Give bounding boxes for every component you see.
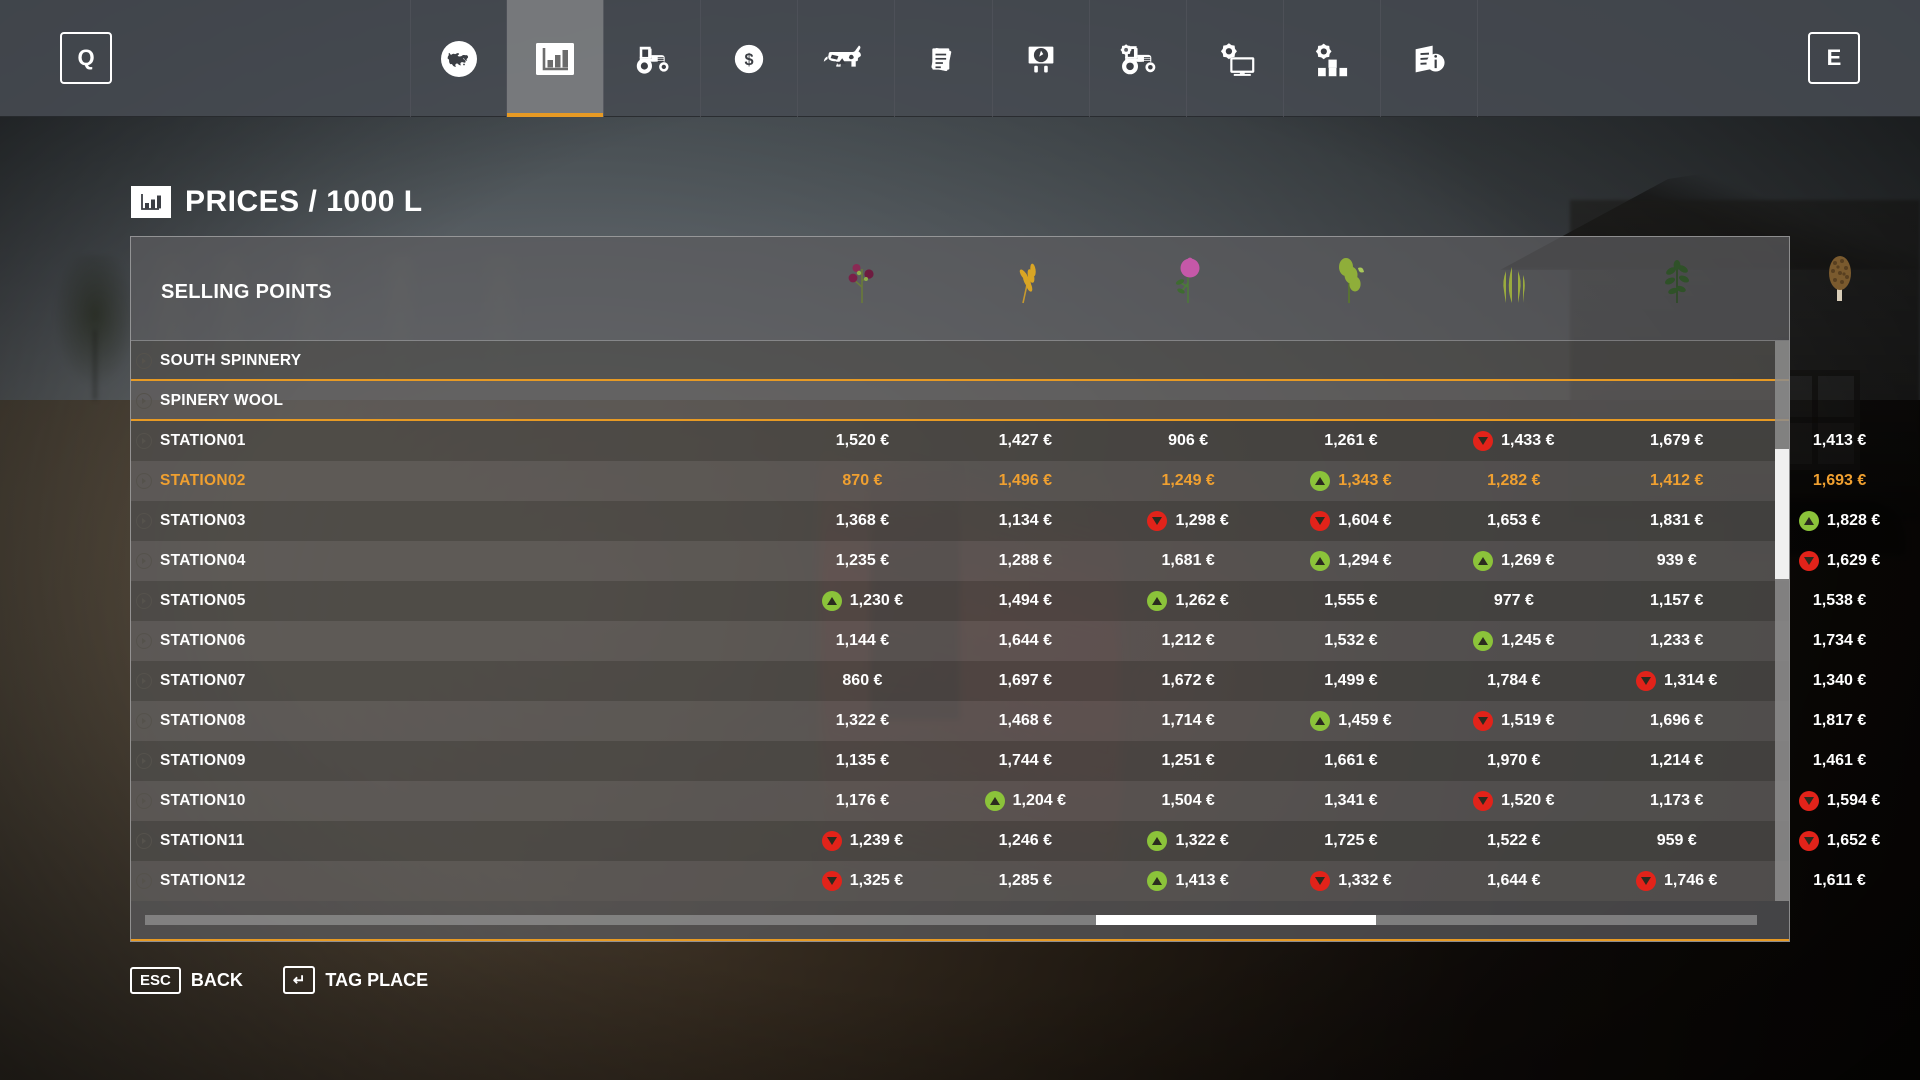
- svg-text:$: $: [745, 51, 754, 69]
